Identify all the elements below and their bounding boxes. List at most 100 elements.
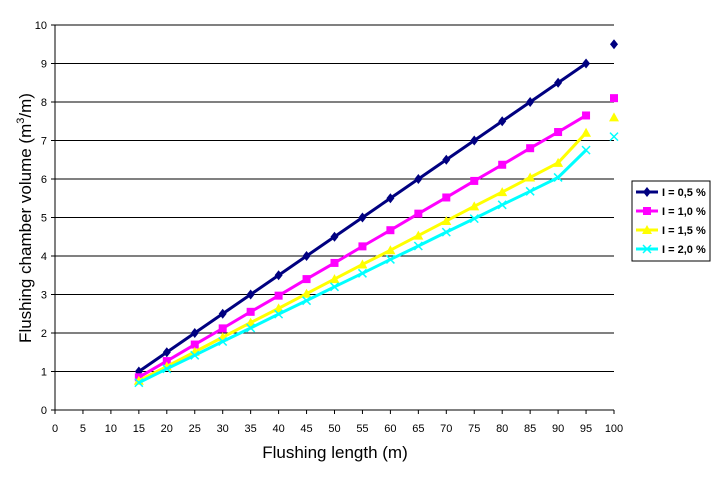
x-tick-label: 65	[412, 423, 424, 435]
data-point	[469, 201, 480, 211]
data-point	[358, 242, 367, 251]
legend-item-1: I = 0,5 %	[636, 187, 706, 199]
data-point	[610, 94, 618, 103]
y-tick-label: 1	[41, 367, 47, 379]
data-point	[329, 282, 340, 292]
data-point	[609, 132, 619, 142]
x-tick-label: 15	[133, 423, 145, 435]
grid-lines	[55, 24, 614, 372]
data-point	[246, 323, 256, 333]
data-point	[582, 111, 591, 120]
data-point	[190, 340, 199, 349]
data-point	[582, 58, 591, 69]
y-tick-label: 10	[35, 20, 47, 32]
data-point	[246, 289, 255, 300]
marker-stroke	[134, 378, 144, 388]
x-tick-label: 30	[217, 423, 229, 435]
data-point	[610, 39, 618, 50]
y-tick-label: 7	[41, 136, 47, 148]
axes	[51, 24, 615, 414]
data-point	[441, 227, 451, 237]
legend-item-3: I = 1,5 %	[636, 225, 706, 237]
data-point	[525, 172, 536, 182]
data-point	[526, 97, 535, 107]
legend-label: I = 1,0 %	[662, 206, 706, 218]
data-point	[302, 275, 311, 284]
x-tick-labels: 0 5 10 15 20 25 30 35 40 45 50 55 60 65 70 75 80 85 90 95 10…	[52, 423, 623, 435]
marker-stroke	[246, 323, 256, 333]
x-tick-label: 75	[468, 423, 480, 435]
data-point	[525, 186, 535, 196]
data-point	[357, 268, 367, 278]
y-tick-label: 6	[41, 174, 47, 186]
data-point	[442, 154, 451, 165]
data-point	[497, 200, 507, 210]
data-point	[554, 128, 563, 137]
data-point	[470, 135, 479, 146]
marker-stroke	[385, 254, 395, 264]
data-point	[554, 77, 563, 88]
series-2	[134, 94, 618, 382]
data-point	[301, 288, 312, 298]
y-axis-title: Flushing chamber volume (m3/m)	[15, 93, 35, 343]
data-point	[497, 187, 508, 197]
data-point	[134, 378, 144, 388]
x-tick-label: 100	[605, 423, 623, 435]
data-point	[581, 127, 592, 137]
x-tick-label: 10	[105, 423, 117, 435]
x-tick-label: 45	[300, 423, 312, 435]
data-point	[329, 274, 340, 284]
marker-stroke	[525, 186, 535, 196]
data-point	[498, 160, 507, 169]
legend-item-2: I = 1,0 %	[636, 206, 706, 218]
data-point	[273, 303, 284, 313]
data-point	[581, 145, 591, 155]
marker-stroke	[357, 268, 367, 278]
legend-swatch-marker	[642, 244, 652, 254]
x-tick-label: 90	[552, 423, 564, 435]
marker-stroke	[497, 200, 507, 210]
data-point	[357, 259, 368, 269]
legend-label: I = 2,0 %	[662, 244, 706, 256]
data-point	[413, 241, 423, 251]
data-point	[386, 193, 395, 204]
series-line	[138, 131, 588, 383]
y-tick-label: 8	[41, 97, 47, 109]
series-1	[134, 39, 618, 377]
marker-stroke	[553, 172, 563, 182]
data-point	[218, 336, 228, 347]
data-point	[526, 144, 535, 153]
x-tick-label: 60	[384, 423, 396, 435]
data-point	[218, 324, 227, 333]
marker-stroke	[162, 364, 172, 374]
data-point	[385, 245, 396, 255]
series-group	[133, 39, 619, 388]
legend-label: I = 0,5 %	[662, 187, 706, 199]
x-tick-label: 70	[440, 423, 452, 435]
data-point	[190, 350, 200, 360]
marker-stroke	[609, 132, 619, 142]
data-point	[386, 226, 395, 235]
data-point	[218, 308, 227, 319]
marker-stroke	[302, 296, 312, 306]
legend-swatch-marker	[643, 207, 651, 215]
x-tick-label: 40	[272, 423, 284, 435]
x-tick-label: 25	[189, 423, 201, 435]
marker-stroke	[274, 309, 284, 319]
marker-stroke	[218, 336, 228, 347]
legend-label: I = 1,5 %	[662, 225, 706, 237]
y-tick-label: 5	[41, 213, 47, 225]
y-tick-label: 3	[41, 290, 47, 302]
marker-stroke	[190, 350, 200, 360]
data-point	[469, 214, 479, 224]
marker-stroke	[469, 214, 479, 224]
y-tick-labels: 0 1 2 3 4 5 6 7 8 9 10	[35, 20, 47, 417]
x-tick-label: 85	[524, 423, 536, 435]
data-point	[162, 347, 171, 358]
data-point	[413, 230, 424, 240]
data-point	[274, 309, 284, 319]
x-axis-title: Flushing length (m)	[262, 443, 408, 462]
data-point	[162, 357, 171, 366]
data-point	[330, 258, 339, 267]
